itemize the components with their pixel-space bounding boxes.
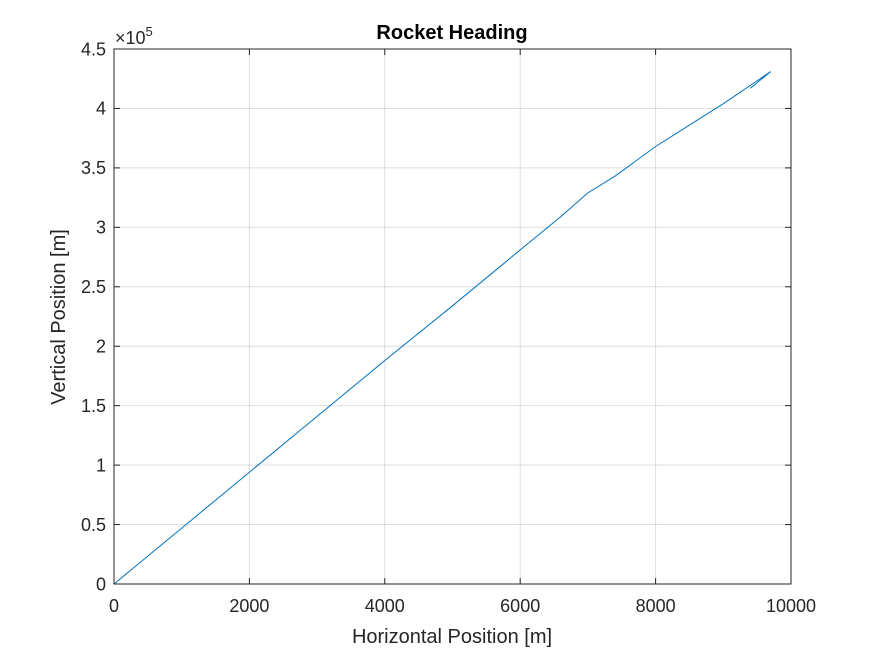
- y-tick-label: 3: [96, 218, 106, 238]
- x-tick-label: 8000: [636, 596, 676, 616]
- x-tick-labels: 0 2000 4000 6000 8000 10000: [109, 596, 816, 616]
- y-tick-label: 0: [96, 574, 106, 594]
- x-tick-label: 10000: [766, 596, 816, 616]
- axes-box: [113, 48, 792, 585]
- y-tick-label: 2.5: [81, 277, 106, 297]
- y-tick-label: 1: [96, 455, 106, 475]
- y-tick-label: 3.5: [81, 158, 106, 178]
- plot-area: [114, 49, 791, 584]
- y-exponent-power: 5: [146, 24, 153, 39]
- grid-lines: [113, 48, 792, 585]
- y-tick-labels: 0 0.5 1 1.5 2 2.5 3 3.5 4 4.5: [81, 39, 106, 594]
- y-tick-label: 1.5: [81, 396, 106, 416]
- y-tick-label: 0.5: [81, 515, 106, 535]
- y-axis-label: Vertical Position [m]: [48, 229, 70, 405]
- chart-title: Rocket Heading: [376, 22, 527, 44]
- y-tick-label: 4: [96, 99, 106, 119]
- y-tick-label: 4.5: [81, 39, 106, 59]
- x-tick-label: 0: [109, 596, 119, 616]
- series-line: [113, 71, 772, 585]
- x-axis-label: Horizontal Position [m]: [352, 626, 552, 648]
- y-exponent-base: ×10: [115, 28, 146, 48]
- x-tick-label: 6000: [500, 596, 540, 616]
- y-tick-label: 2: [96, 337, 106, 357]
- x-tick-label: 2000: [229, 596, 269, 616]
- x-tick-label: 4000: [365, 596, 405, 616]
- y-exponent: ×105: [115, 24, 153, 48]
